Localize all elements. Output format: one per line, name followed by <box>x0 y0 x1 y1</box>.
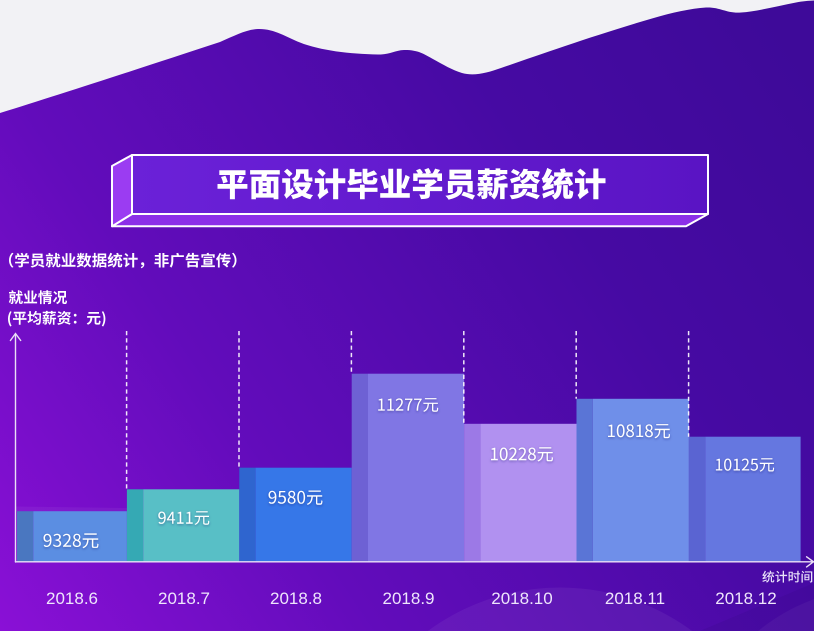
svg-text:2018.9: 2018.9 <box>383 589 435 608</box>
svg-text:2018.12: 2018.12 <box>715 589 776 608</box>
svg-text:2018.8: 2018.8 <box>270 589 322 608</box>
svg-text:2018.6: 2018.6 <box>46 589 98 608</box>
svg-text:2018.11: 2018.11 <box>605 589 665 608</box>
svg-text:2018.7: 2018.7 <box>158 589 210 608</box>
svg-text:2018.10: 2018.10 <box>491 589 552 608</box>
